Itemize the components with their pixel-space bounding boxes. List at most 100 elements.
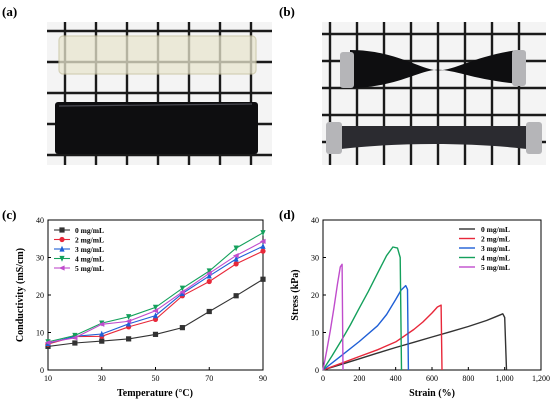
y-tick-label: 10	[311, 329, 319, 338]
x-axis-label: Temperature (°C)	[117, 388, 193, 399]
series-line	[322, 246, 403, 371]
legend-entry: 5 mg/mL	[75, 264, 104, 273]
legend-entry: 0 mg/mL	[481, 225, 510, 234]
data-point-marker	[59, 245, 65, 252]
x-tick-label: 800	[462, 374, 474, 383]
photo-twisted-stretched-strips	[322, 22, 546, 165]
data-point-marker	[58, 265, 65, 271]
photo-hydrogel-strips	[47, 22, 272, 165]
data-point-marker	[152, 308, 159, 314]
data-point-marker	[206, 270, 212, 276]
series-lines	[322, 246, 508, 371]
y-tick-label: 0	[40, 366, 44, 375]
right-clip-top	[512, 50, 526, 86]
y-tick-label: 30	[311, 254, 319, 263]
data-point-marker	[260, 276, 266, 282]
x-tick-label: 0	[321, 374, 325, 383]
y-tick-label: 30	[36, 254, 44, 263]
data-point-marker	[260, 243, 266, 249]
black-hydrogel-strip	[55, 102, 258, 154]
legend: 0 mg/mL2 mg/mL3 mg/mL4 mg/mL5 mg/mL	[54, 226, 104, 273]
data-point-marker	[126, 320, 132, 327]
legend: 0 mg/mL2 mg/mL3 mg/mL4 mg/mL5 mg/mL	[459, 225, 510, 272]
data-point-marker	[152, 304, 159, 311]
axis-ticks: 0 200 400 600 800 1,000 1,200 0 10 20 30 40	[311, 216, 550, 383]
data-point-marker	[72, 332, 78, 339]
y-axis-label: Stress (kPa)	[290, 269, 301, 320]
data-point-marker	[260, 248, 266, 254]
legend-entry: 5 mg/mL	[481, 263, 510, 272]
y-tick-label: 10	[36, 329, 44, 338]
data-point-marker	[125, 318, 132, 324]
data-point-marker	[260, 230, 266, 236]
series-line	[322, 313, 508, 371]
strip-highlight	[58, 103, 253, 107]
data-point-marker	[233, 293, 239, 299]
legend-entry: 4 mg/mL	[75, 255, 104, 264]
data-point-marker	[59, 227, 65, 233]
stretched-strip	[332, 126, 536, 150]
x-tick-label: 10	[44, 374, 52, 383]
right-clip-bottom	[526, 122, 542, 154]
left-clip-bottom	[326, 122, 342, 154]
panel-label-a: (a)	[2, 4, 18, 19]
x-tick-label: 1,200	[532, 374, 550, 383]
y-tick-label: 40	[311, 216, 319, 225]
data-point-marker	[99, 330, 105, 337]
series-line	[322, 284, 410, 371]
x-axis-label: Strain (%)	[409, 388, 455, 399]
legend-entry: 3 mg/mL	[75, 245, 104, 254]
x-tick-label: 400	[390, 374, 402, 383]
data-point-marker	[233, 245, 239, 252]
data-point-marker	[206, 278, 212, 285]
x-tick-label: 1,000	[496, 374, 514, 383]
data-point-marker	[206, 308, 212, 315]
x-tick-label: 600	[426, 374, 438, 383]
data-point-marker	[71, 335, 78, 341]
x-tick-label: 30	[98, 374, 106, 383]
data-point-marker	[126, 336, 132, 342]
twisted-strip	[350, 50, 520, 88]
legend-entry: 2 mg/mL	[481, 235, 510, 244]
legend-entry: 3 mg/mL	[481, 244, 510, 253]
series-line	[322, 263, 344, 371]
data-point-marker	[126, 314, 132, 320]
data-point-marker	[232, 253, 239, 259]
clear-hydrogel-strip	[58, 35, 257, 75]
x-tick-label: 70	[205, 374, 213, 383]
data-point-marker	[44, 340, 51, 346]
legend-entry: 4 mg/mL	[481, 254, 510, 263]
data-point-marker	[152, 331, 159, 337]
panel-label-c: (c)	[2, 207, 17, 222]
y-tick-label: 0	[315, 366, 319, 375]
data-point-marker	[259, 238, 266, 244]
legend-entry: 0 mg/mL	[75, 226, 104, 235]
data-point-marker	[72, 340, 78, 346]
legend-entry: 2 mg/mL	[75, 236, 104, 245]
data-point-marker	[59, 236, 65, 243]
data-point-marker	[98, 321, 105, 327]
data-point-marker	[179, 289, 185, 295]
left-clip-top	[340, 52, 354, 88]
y-tick-label: 20	[311, 291, 319, 300]
data-point-marker	[179, 325, 185, 331]
panel-label-d: (d)	[279, 207, 295, 222]
x-tick-label: 50	[152, 374, 160, 383]
x-tick-label: 200	[353, 374, 365, 383]
stress-strain-chart: 0 200 400 600 800 1,000 1,200 0 10 20 30 40 0 mg/mL…	[290, 216, 550, 399]
data-point-marker	[99, 338, 105, 344]
series-lines	[44, 230, 266, 349]
data-point-marker	[206, 268, 212, 275]
series-line	[322, 304, 443, 371]
data-point-marker	[152, 312, 159, 319]
data-point-marker	[59, 255, 65, 262]
panel-label-b: (b)	[279, 4, 295, 19]
y-axis-label: Conductivity (mS/cm)	[15, 248, 26, 342]
data-point-marker	[206, 272, 212, 279]
y-tick-label: 20	[36, 291, 44, 300]
x-tick-label: 90	[259, 374, 267, 383]
y-tick-label: 40	[36, 216, 44, 225]
data-point-marker	[179, 285, 185, 292]
